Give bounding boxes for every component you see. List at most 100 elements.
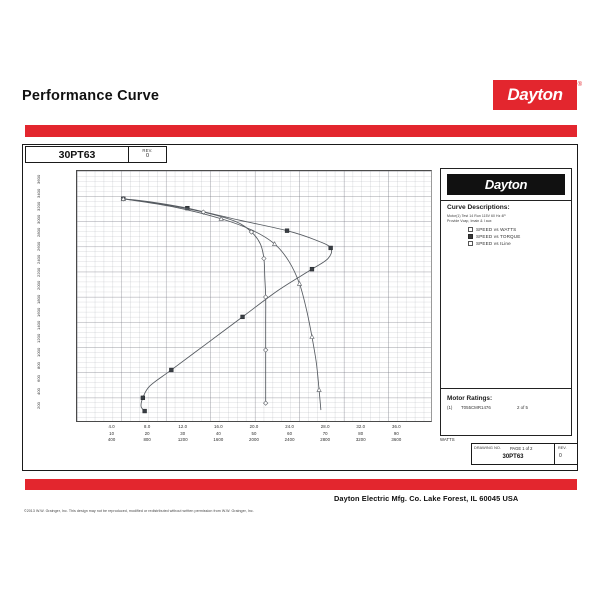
curve-line xyxy=(122,198,322,411)
curve-marker xyxy=(316,387,322,392)
x-tick-label: 1600 xyxy=(213,437,224,442)
motor-ratings-row: (1) T055CMR1476 2 of 5 xyxy=(447,405,528,410)
curve-marker xyxy=(200,209,207,215)
motor-ratings-index: (1) xyxy=(447,405,453,410)
footer-copyright: ©2013 W.W. Grainger, Inc. This design ma… xyxy=(24,509,254,513)
chart-grid xyxy=(76,170,432,422)
x-tick-label: 3600 xyxy=(391,437,402,442)
drawing-no-label: DRAWING NO. xyxy=(474,445,502,450)
page-title: Performance Curve xyxy=(22,88,160,104)
side-dayton-logo-text: Dayton xyxy=(484,177,528,192)
x-tick-label: 36.0 xyxy=(392,424,401,429)
curve-speed-vs-torque xyxy=(121,196,333,414)
red-rule-top xyxy=(25,125,577,137)
legend-item[interactable]: SPEED vs WATTS xyxy=(468,226,520,233)
x-tick-label: 30 xyxy=(180,430,186,436)
curve-marker xyxy=(263,294,269,300)
curve-speed-vs-watts xyxy=(120,196,269,406)
x-tick-label: 28.0 xyxy=(320,424,330,429)
curve-speed-vs-iline xyxy=(120,196,322,411)
motor-ratings-divider xyxy=(441,388,571,389)
curve-line xyxy=(122,198,267,404)
bottom-title-main: DRAWING NO. PAGE 1 of 2 30PT63 xyxy=(472,444,555,464)
legend-label: SPEED vs TORQUE xyxy=(476,233,521,239)
x-tick-label: 20 xyxy=(144,430,150,436)
side-divider xyxy=(441,200,571,201)
x-axis-unit-label: WATTS xyxy=(440,437,455,442)
curve-marker xyxy=(240,314,245,320)
x-tick-label: 40 xyxy=(215,430,221,436)
x-tick-label: 24.0 xyxy=(285,424,294,429)
page-label: PAGE 1 of 2 xyxy=(510,445,533,451)
legend-checkbox-icon[interactable] xyxy=(468,241,473,247)
bottom-revision-value: 0 xyxy=(559,453,562,459)
motor-ratings-note: 2 of 5 xyxy=(517,405,528,410)
legend-label: SPEED vs ILine xyxy=(476,241,511,247)
chart-legend: SPEED vs WATTS SPEED vs TORQUE SPEED vs IL… xyxy=(468,226,520,248)
curve-marker xyxy=(309,333,315,339)
x-tick-label: 4.0 xyxy=(108,424,115,429)
revision-value: 0 xyxy=(145,153,150,160)
x-tick-label: 16.0 xyxy=(214,424,223,429)
curve-marker xyxy=(328,245,333,251)
curve-marker xyxy=(284,228,290,233)
curve-marker xyxy=(271,241,278,246)
x-tick-label: 1200 xyxy=(177,437,188,442)
red-rule-bottom xyxy=(25,479,577,490)
curve-marker xyxy=(120,196,126,201)
legend-checkbox-icon[interactable] xyxy=(468,226,473,232)
x-tick-label: 400 xyxy=(107,437,116,442)
legend-item[interactable]: SPEED vs ILine xyxy=(468,240,520,247)
curve-note-line-2: Provide Vcap, Imain & I aux xyxy=(447,219,492,223)
legend-label: SPEED vs WATTS xyxy=(476,226,517,232)
x-tick-label: 800 xyxy=(143,437,151,442)
curve-marker xyxy=(142,408,147,414)
curve-marker xyxy=(309,267,315,272)
x-tick-label: 2400 xyxy=(284,437,295,442)
legend-item[interactable]: SPEED vs TORQUE xyxy=(468,233,520,240)
part-number-block: 30PT63 xyxy=(25,146,129,163)
revision-block: REV. 0 xyxy=(129,146,167,163)
chart-plot xyxy=(32,168,436,436)
bottom-revision-block: REV. 0 xyxy=(555,444,577,464)
motor-ratings-title: Motor Ratings: xyxy=(447,395,493,402)
x-axis-ticks: 4.08.012.016.020.024.028.032.036.0AMPS 1… xyxy=(76,424,455,446)
curve-marker xyxy=(248,229,255,235)
footer-address: Dayton Electric Mfg. Co. Lake Forest, IL… xyxy=(334,494,519,503)
x-tick-label: 90 xyxy=(393,430,399,436)
x-tick-label: 2000 xyxy=(249,437,259,442)
dayton-logo: Dayton ® xyxy=(493,80,582,110)
bottom-title-block: DRAWING NO. PAGE 1 of 2 30PT63 REV. 0 xyxy=(471,443,578,465)
drawing-no-value: 30PT63 xyxy=(502,454,524,460)
x-tick-label: 80 xyxy=(358,430,364,436)
chart-curves xyxy=(120,196,333,414)
revision-label: REV. xyxy=(142,148,153,154)
curve-marker xyxy=(169,367,174,373)
x-tick-label: 3200 xyxy=(355,437,366,442)
x-tick-label: 60 xyxy=(287,430,293,436)
x-tick-label: 10 xyxy=(109,430,115,436)
curve-marker xyxy=(140,395,146,400)
curve-marker xyxy=(218,215,224,221)
curve-marker xyxy=(263,347,269,353)
x-tick-label: 50 xyxy=(251,430,257,436)
curve-marker xyxy=(261,255,267,262)
curve-note-line-1: Motor(1) Test 14 Run 115V 60 Hz 4P xyxy=(447,214,506,218)
curve-line xyxy=(122,198,332,412)
x-tick-label: 2800 xyxy=(320,437,331,442)
legend-checkbox-icon[interactable] xyxy=(468,233,473,239)
trademark-icon: ® xyxy=(577,82,582,88)
bottom-revision-label: REV. xyxy=(558,445,567,450)
x-tick-label: 8.0 xyxy=(144,424,151,429)
motor-ratings-model: T055CMR1476 xyxy=(461,405,491,410)
x-axis-row-amps: 4.08.012.016.020.024.028.032.036.0AMPS xyxy=(76,424,452,431)
curve-marker xyxy=(296,280,303,286)
x-tick-label: 20.0 xyxy=(249,424,259,429)
side-panel: Dayton Curve Descriptions: Motor(1) Test… xyxy=(440,168,572,436)
side-dayton-logo: Dayton xyxy=(447,174,565,195)
x-tick-label: 32.0 xyxy=(356,424,366,429)
x-tick-label: 12.0 xyxy=(178,424,188,429)
x-tick-label: 70 xyxy=(322,430,328,436)
x-axis-row-watts: 400 800 1200 1600 2000 2400 2800 3200 3600 WATTS xyxy=(76,437,455,444)
